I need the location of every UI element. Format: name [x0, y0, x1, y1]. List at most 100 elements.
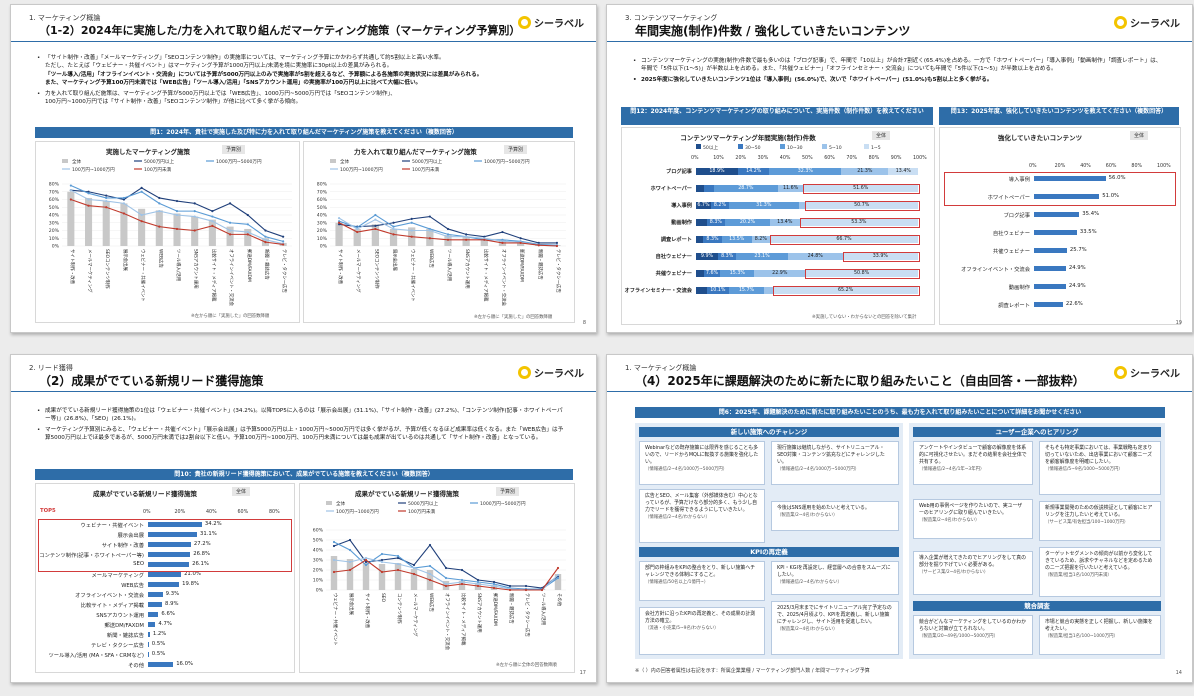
total-badge: 全体	[232, 487, 251, 496]
segment: 65.2%	[773, 287, 918, 294]
bar-mark	[138, 208, 146, 246]
x-tick-label: 80%	[269, 510, 280, 515]
data-point	[175, 227, 179, 231]
bar-value: 25.7%	[1069, 247, 1087, 253]
data-point	[228, 221, 232, 224]
data-point	[228, 202, 232, 205]
slide-new-initiatives[interactable]: 1. マーケティング概論 （4）2025年に課題解決のために新たに取り組みたいこ…	[606, 354, 1193, 683]
data-point	[228, 233, 232, 236]
x-tick-label: 20%	[1054, 164, 1066, 169]
x-tick-label: 郵送DM/FAXDM	[519, 249, 526, 282]
bar-mark	[554, 574, 562, 590]
segment	[696, 270, 704, 277]
data-point	[140, 190, 143, 193]
answer-card: 導入企業が増えてきたのでヒアリングをして真の部分を掘り下げていく必要がある。 （サ…	[913, 551, 1033, 595]
answer-card: 市場と競合の実態を正しく把握し、新しい施策を考えたい。 （製造業/担当1名/100…	[1039, 615, 1161, 655]
segment: 8.2%	[710, 202, 730, 209]
bar-mark	[148, 562, 190, 567]
data-point	[228, 229, 232, 232]
x-tick-label: WEB広告	[428, 593, 435, 613]
category-label: ホワイトペーパー	[650, 186, 692, 192]
data-point	[158, 202, 161, 205]
logo-icon	[1114, 366, 1127, 379]
data-point	[537, 244, 540, 247]
slide-title: （4）2025年に課題解決のために新たに取り組みたいこと（自由回答・一部抜粋）	[635, 374, 1085, 388]
data-point	[211, 210, 214, 213]
x-tick-label: 50%	[802, 156, 813, 161]
slide-lead-acquisition[interactable]: 2. リード獲得 （2）成果がでている新規リード獲得施策 シーラベル 成果がでて…	[10, 354, 597, 683]
legend-label: 1000万円~5000万円	[484, 159, 530, 165]
y-tick-label: 70%	[317, 189, 328, 195]
y-tick-label: 70%	[49, 189, 60, 195]
page-number: 14	[1175, 670, 1182, 676]
line-chart-lead: 全体 5000万円以上 1000万円~5000万円 100万円~1000万円 100万円…	[313, 500, 566, 651]
segment: 15.3%	[720, 270, 755, 277]
data-point	[555, 244, 559, 248]
slide-marketing-measures-by-budget[interactable]: 1. マーケティング概論 （1-2）2024年に実施した/力を入れて取り組んだマ…	[10, 4, 597, 333]
question-bar-12: 問12：2024年度、コンテンツマーケティングの取り組みについて、実施件数（制作…	[621, 107, 933, 125]
data-point	[105, 196, 108, 200]
bar-value: 0.5%	[151, 641, 166, 647]
y-tick-label: 50%	[317, 205, 328, 211]
x-tick-label: 90%	[890, 156, 902, 161]
data-point	[140, 220, 143, 223]
bar-mark	[208, 219, 216, 246]
segment: 8.2%	[751, 236, 770, 243]
data-point	[348, 568, 352, 572]
bar-mark	[480, 238, 488, 246]
y-tick-label: 30%	[317, 220, 328, 226]
data-point	[337, 217, 341, 220]
category-label: 導入事例	[1008, 177, 1030, 183]
chart-title: 実施したマーケティング施策	[106, 148, 190, 156]
page-number: 17	[579, 670, 586, 676]
y-tick-label: 0%	[320, 244, 328, 250]
segment: 15.7%	[729, 287, 764, 294]
data-point	[374, 213, 377, 217]
data-point	[282, 235, 285, 238]
legend-label: 5000万円以上	[144, 158, 174, 165]
category-kpi: KPIの再定義	[639, 547, 899, 557]
answer-card: 2025/3月末までにサイトリニューアル完了予定なので、2025/4月頃より、K…	[771, 601, 899, 655]
x-tick-label: ウェビナー・共催イベント	[140, 249, 147, 302]
segment	[696, 236, 704, 243]
bar-mark	[148, 542, 191, 547]
x-tick-label: 40%	[1080, 164, 1091, 169]
category-label: SNSアカウント運用	[96, 613, 144, 619]
category-label: 共催ウェビナー	[992, 249, 1030, 255]
bar-mark	[148, 582, 180, 587]
y-tick-label: 40%	[317, 213, 328, 219]
data-point	[175, 210, 179, 213]
x-tick-label: SEOコンテンツ制作	[104, 249, 111, 289]
legend-label: 全体	[340, 158, 350, 165]
chart-note: ※左から順に全体の回答数降順	[496, 663, 557, 668]
data-point	[483, 237, 486, 240]
chart-note: ※左から順に「実施した」の回答数降順	[474, 315, 553, 320]
stacked-chart-panel: コンテンツマーケティング年間実施(制作)件数 全体 50以上 30~50 10~30…	[621, 127, 935, 325]
page-number: 19	[1175, 320, 1182, 326]
data-point	[332, 558, 336, 562]
category-label: ホワイトペーパー	[987, 195, 1030, 201]
data-point	[193, 210, 196, 213]
category-label: ブログ記事	[666, 169, 692, 175]
x-tick-label: サイト制作・改善	[69, 249, 76, 285]
slide-content-marketing[interactable]: 3. コンテンツマーケティング 年間実施(制作)件数 / 強化していきたいコンテ…	[606, 4, 1193, 333]
category-label: ウェビナー・共催イベント	[80, 523, 144, 529]
top5-label: TOP5	[40, 508, 56, 514]
y-tick-label: 20%	[313, 568, 324, 574]
data-point	[446, 233, 450, 236]
bar-mark	[410, 569, 418, 590]
bar-mark	[458, 581, 466, 590]
data-point	[193, 229, 196, 232]
chart-panel-focused: 力を入れて取り組んだマーケティング施策 予算別 全体 5000万円以上 1000万円…	[303, 141, 575, 323]
bar-mark	[244, 228, 252, 246]
x-tick-label: 60%	[237, 510, 249, 515]
data-point	[396, 554, 400, 558]
data-point	[87, 204, 90, 207]
segment: 18.9%	[696, 168, 738, 175]
category-new-challenge: 新しい施策へのチャレンジ	[639, 427, 899, 437]
logo-icon	[518, 366, 531, 379]
y-tick-label: 30%	[313, 558, 324, 564]
top-highlight-box	[944, 172, 1176, 206]
legend-label: 50以上	[696, 144, 718, 151]
bullet-list: 「サイト制作・改善」「メールマーケティング」「SEOコンテンツ制作」の実施率につ…	[37, 54, 567, 108]
